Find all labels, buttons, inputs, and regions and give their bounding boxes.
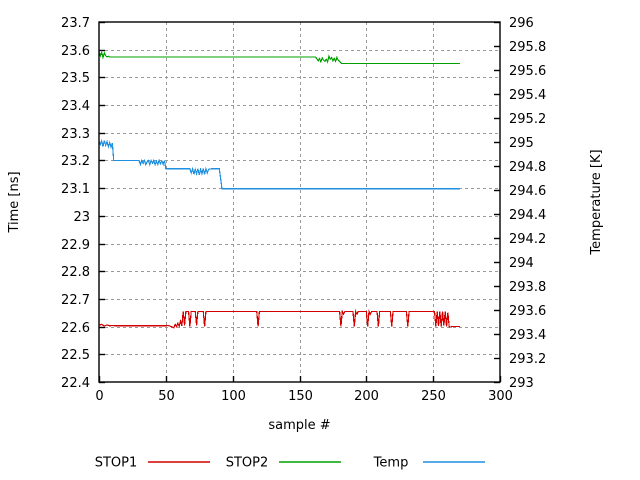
y-tick-label: 22.9 <box>61 238 90 253</box>
y2-tick-label: 294 <box>509 256 534 271</box>
y-tick-label: 23.5 <box>61 71 90 86</box>
y-tick-label: 23.3 <box>61 127 90 142</box>
y-axis-ticks: 22.4 22.5 22.6 22.7 22.8 22.9 23 23.1 23.2 23.3 23… <box>61 16 105 391</box>
y-tick-label: 23.2 <box>61 154 90 169</box>
x-axis-ticks: 0 50 100 150 200 250 300 <box>95 376 513 404</box>
y2-tick-label: 294.6 <box>509 184 546 199</box>
y2-tick-label: 295 <box>509 136 534 151</box>
y-tick-label: 22.5 <box>61 348 90 363</box>
y-axis-title: Time [ns] <box>7 171 22 233</box>
x-tick-label: 100 <box>221 389 246 404</box>
y-tick-label: 22.7 <box>61 293 90 308</box>
y2-tick-label: 293 <box>509 376 534 391</box>
y2-tick-label: 293.2 <box>509 352 546 367</box>
chart-legend: STOP1 STOP2 Temp <box>95 456 485 471</box>
x-tick-label: 50 <box>158 389 175 404</box>
legend-label-stop2: STOP2 <box>226 456 269 471</box>
grid-layer <box>99 22 500 382</box>
y2-tick-label: 293.4 <box>509 328 546 343</box>
x-tick-label: 200 <box>354 389 379 404</box>
y2-tick-label: 295.8 <box>509 40 546 55</box>
x-tick-label: 250 <box>421 389 446 404</box>
y2-tick-label: 293.6 <box>509 304 546 319</box>
y2-axis-ticks: 293 293.2 293.4 293.6 293.8 294 294.2 294.4 294.… <box>494 16 546 391</box>
y-tick-label: 23 <box>73 210 90 225</box>
y-tick-label: 23.4 <box>61 99 90 114</box>
series-line-stop2 <box>99 50 460 65</box>
y2-tick-label: 294.2 <box>509 232 546 247</box>
y-tick-label: 23.7 <box>61 16 90 31</box>
legend-label-temp: Temp <box>373 456 409 471</box>
y-tick-label: 22.8 <box>61 265 90 280</box>
y-tick-label: 23.6 <box>61 44 90 59</box>
series-line-stop1 <box>99 309 460 329</box>
y-tick-label: 22.6 <box>61 321 90 336</box>
y2-tick-label: 295.4 <box>509 88 546 103</box>
y-tick-label: 23.1 <box>61 182 90 197</box>
y2-tick-label: 295.2 <box>509 112 546 127</box>
legend-label-stop1: STOP1 <box>95 456 138 471</box>
y2-tick-label: 293.8 <box>509 280 546 295</box>
y2-tick-label: 296 <box>509 16 534 31</box>
x-tick-label: 300 <box>488 389 513 404</box>
y2-axis-title: Temperature [K] <box>589 149 604 255</box>
data-series-layer <box>99 50 460 329</box>
series-line-temp <box>99 139 460 190</box>
y2-tick-label: 294.4 <box>509 208 546 223</box>
x-tick-label: 150 <box>288 389 313 404</box>
plot-frame <box>98 21 501 383</box>
y-tick-label: 22.4 <box>61 376 90 391</box>
x-axis-title: sample # <box>268 418 330 433</box>
y2-tick-label: 295.6 <box>509 64 546 79</box>
x-tick-label: 0 <box>95 389 103 404</box>
y2-tick-label: 294.8 <box>509 160 546 175</box>
